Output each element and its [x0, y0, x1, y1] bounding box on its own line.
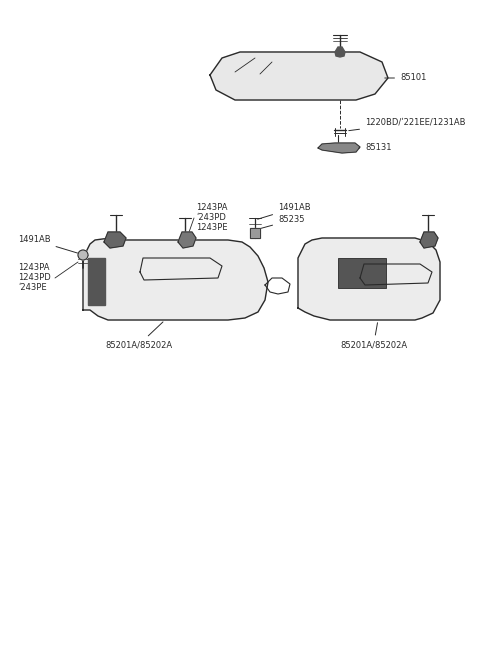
Polygon shape	[210, 52, 388, 100]
Text: 85101: 85101	[385, 74, 426, 83]
Polygon shape	[104, 232, 126, 248]
Text: 1220BD/ʹ221EE/1231AB: 1220BD/ʹ221EE/1231AB	[349, 118, 466, 131]
Text: 85131: 85131	[359, 143, 392, 152]
Text: 1491AB: 1491AB	[18, 235, 81, 254]
Text: 85201A/85202A: 85201A/85202A	[105, 322, 172, 350]
Text: 1243PD: 1243PD	[18, 273, 51, 283]
Circle shape	[78, 250, 88, 260]
Polygon shape	[420, 232, 438, 248]
Text: 85201A/85202A: 85201A/85202A	[340, 323, 407, 350]
Text: 1243PE: 1243PE	[196, 223, 228, 233]
Text: 1243PA: 1243PA	[18, 263, 49, 273]
Text: ʹ243PE: ʹ243PE	[18, 284, 47, 292]
Polygon shape	[318, 143, 360, 153]
Text: ʹ243PD: ʹ243PD	[196, 214, 226, 223]
Polygon shape	[298, 238, 440, 320]
Bar	[338, 258, 386, 288]
Polygon shape	[88, 258, 105, 305]
Polygon shape	[335, 47, 345, 57]
Polygon shape	[178, 232, 196, 248]
Bar	[250, 228, 260, 238]
Text: 1491AB: 1491AB	[258, 204, 311, 219]
Bar	[250, 228, 260, 238]
Text: 1243PA: 1243PA	[196, 204, 228, 212]
Text: 85235: 85235	[258, 215, 304, 229]
Polygon shape	[83, 238, 268, 320]
